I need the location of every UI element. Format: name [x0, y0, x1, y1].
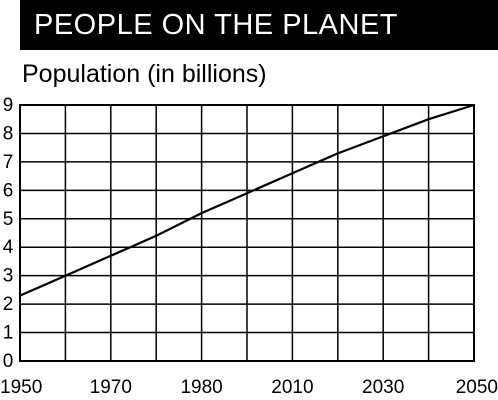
chart-grid [19, 104, 475, 362]
y-tick-label: 0 [3, 351, 14, 372]
y-tick-label: 8 [3, 123, 14, 144]
x-tick-label: 2010 [271, 377, 313, 398]
x-tick-label: 1970 [90, 377, 132, 398]
title-bar: PEOPLE ON THE PLANET [20, 0, 498, 50]
chart-subtitle: Population (in billions) [22, 60, 267, 88]
y-tick-label: 9 [3, 95, 14, 116]
y-tick-label: 7 [3, 152, 14, 173]
y-tick-label: 5 [3, 209, 14, 230]
chart-series [18, 103, 476, 297]
y-tick-label: 6 [3, 180, 14, 201]
y-tick-label: 2 [3, 294, 14, 315]
y-axis-ticks: 0 1 2 3 4 5 6 7 8 9 [3, 95, 14, 372]
y-tick-label: 1 [3, 323, 14, 344]
x-axis-ticks: 1950 1970 1980 2010 2030 2050 [0, 377, 498, 398]
x-tick-label: 2050 [456, 377, 498, 398]
plot-frame [19, 104, 475, 362]
series-line-population [18, 103, 476, 297]
x-tick-label: 2030 [362, 377, 404, 398]
y-tick-label: 3 [3, 266, 14, 287]
x-tick-label: 1980 [180, 377, 222, 398]
x-tick-label: 1950 [0, 377, 42, 398]
chart-title: PEOPLE ON THE PLANET [34, 9, 399, 41]
y-tick-label: 4 [3, 237, 14, 258]
